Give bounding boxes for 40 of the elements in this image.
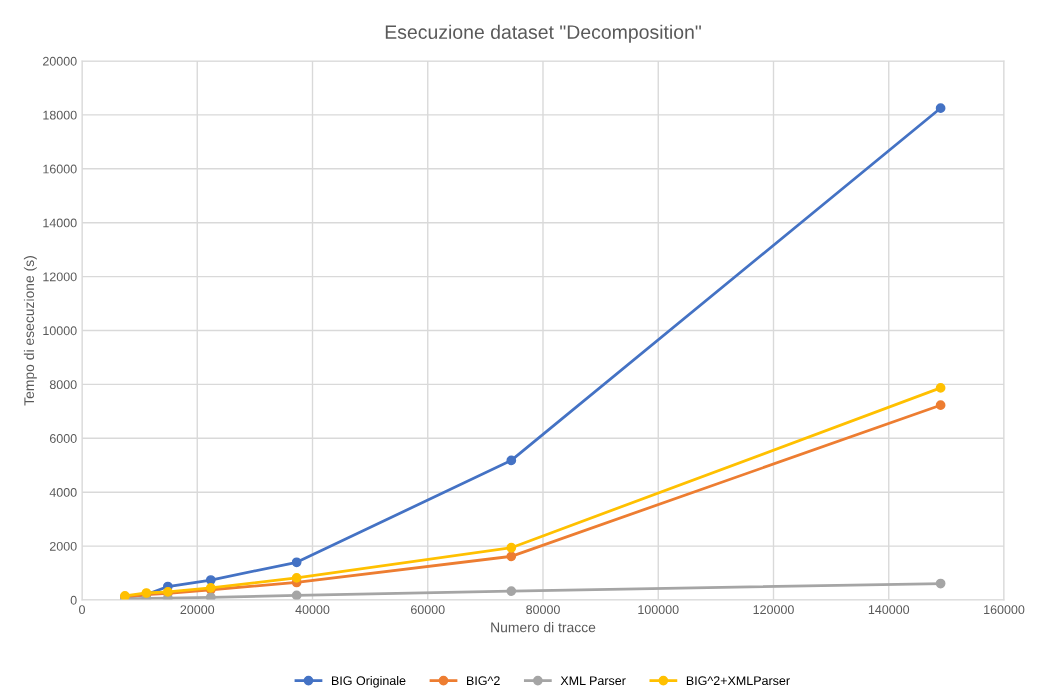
point [506, 542, 517, 553]
x-tick-label: 100000 [638, 605, 679, 615]
point [935, 578, 946, 589]
point [291, 557, 302, 568]
legend-label: XML Parser [560, 676, 626, 686]
point [205, 592, 216, 600]
point [291, 590, 302, 600]
legend-label: BIG Originale [331, 675, 406, 688]
x-tick-label: 20000 [180, 605, 215, 615]
point [935, 383, 946, 393]
y-tick-label: 4000 [49, 488, 77, 497]
legend-label: BIG^2+XMLParser [686, 676, 790, 686]
y-tick-label: 12000 [43, 272, 77, 282]
x-tick-label: 160000 [984, 605, 1025, 615]
chart-title: Esecuzione dataset "Decomposition" [385, 24, 701, 43]
x-axis-title: Numero di tracce [491, 622, 596, 633]
point [935, 400, 946, 411]
y-axis-title: Tempo di esecuzione (s) [23, 256, 37, 406]
y-tick-label: 2000 [49, 541, 77, 551]
x-tick-label: 40000 [295, 605, 330, 615]
legend-label: BIG^2 [467, 676, 500, 686]
x-tick-label: 120000 [753, 605, 794, 615]
y-tick-label: 14000 [43, 218, 77, 228]
y-tick-label: 18000 [43, 110, 77, 120]
x-tick-label: 140000 [868, 605, 910, 615]
x-tick-label: 0 [79, 605, 85, 615]
x-tick-label: 60000 [411, 605, 445, 615]
y-tick-label: 0 [70, 595, 77, 605]
point [291, 573, 302, 583]
x-tick-label: 80000 [526, 605, 560, 615]
point [205, 575, 216, 585]
point [506, 586, 517, 596]
point [506, 551, 517, 562]
y-tick-label: 20000 [43, 56, 77, 66]
y-tick-label: 8000 [49, 380, 77, 390]
point [506, 455, 517, 466]
y-tick-label: 6000 [49, 434, 77, 443]
y-tick-label: 16000 [43, 164, 77, 174]
y-tick-label: 10000 [43, 326, 77, 336]
point [935, 103, 946, 114]
